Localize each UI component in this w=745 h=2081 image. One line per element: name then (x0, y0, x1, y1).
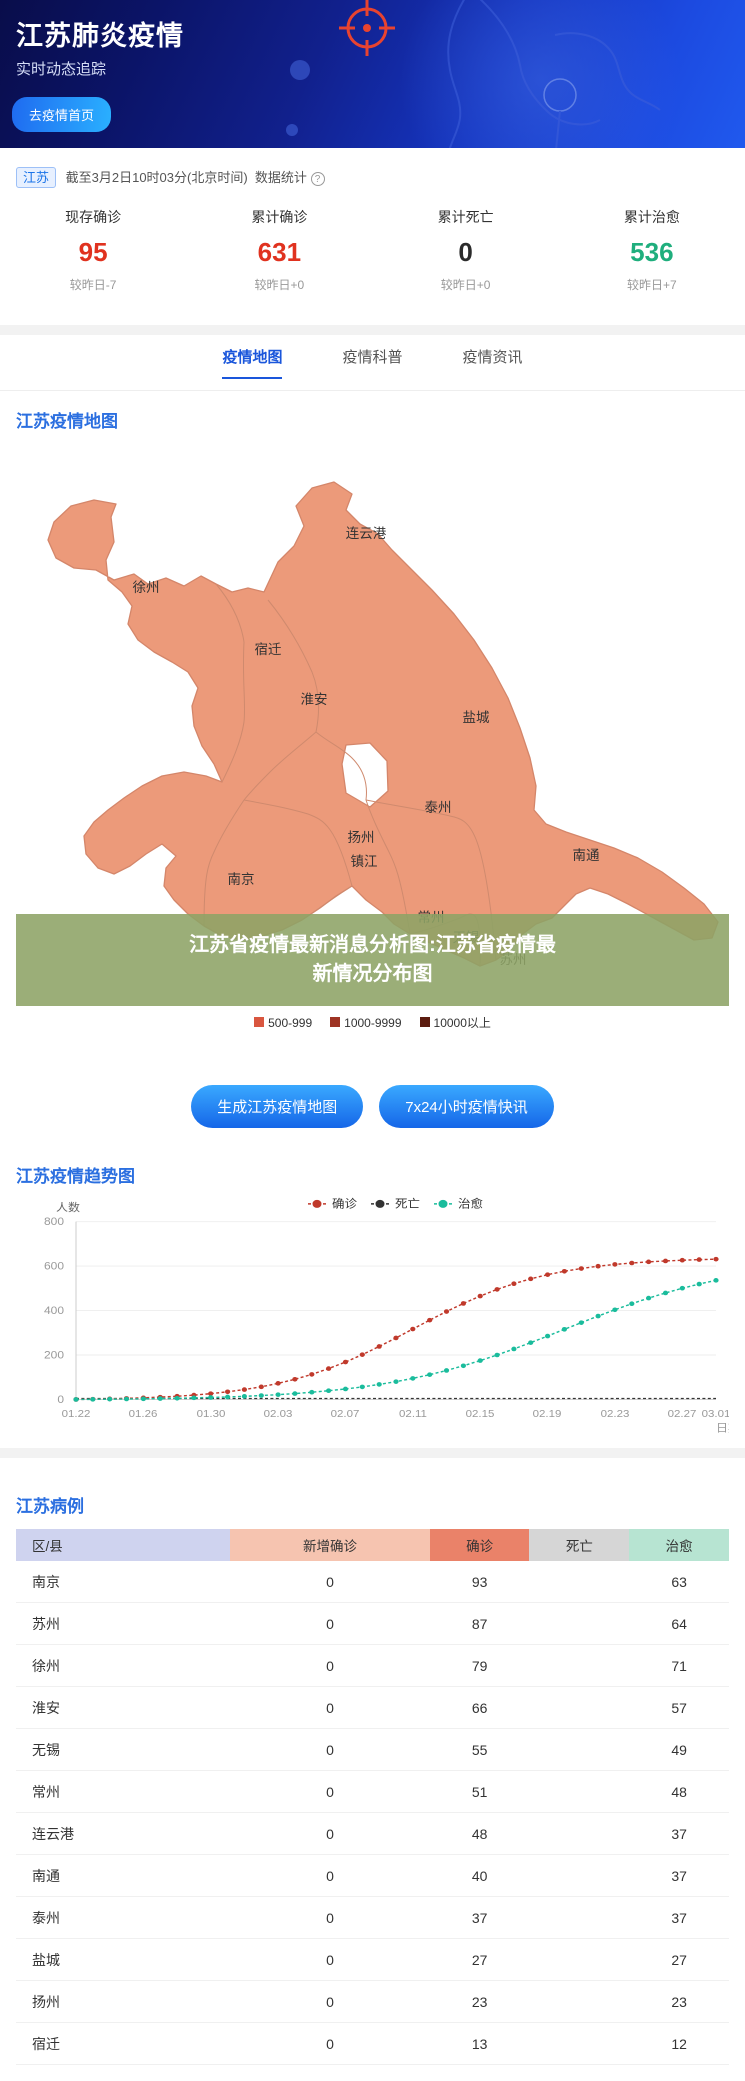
svg-text:400: 400 (44, 1306, 64, 1317)
svg-text:日期: 日期 (716, 1422, 729, 1434)
svg-text:01.26: 01.26 (129, 1409, 158, 1420)
svg-text:泰州: 泰州 (425, 800, 452, 815)
svg-text:死亡: 死亡 (395, 1197, 420, 1210)
svg-text:南通: 南通 (573, 848, 601, 863)
svg-text:02.19: 02.19 (533, 1409, 562, 1420)
svg-text:01.22: 01.22 (62, 1409, 91, 1420)
svg-text:宿迁: 宿迁 (255, 641, 282, 657)
svg-text:800: 800 (44, 1217, 64, 1228)
svg-text:徐州: 徐州 (133, 580, 160, 595)
svg-text:确诊: 确诊 (332, 1197, 357, 1210)
svg-text:02.11: 02.11 (399, 1409, 427, 1420)
svg-text:02.07: 02.07 (331, 1409, 360, 1420)
svg-text:人数: 人数 (56, 1201, 81, 1214)
svg-text:淮安: 淮安 (301, 692, 328, 707)
svg-text:治愈: 治愈 (458, 1197, 483, 1210)
svg-text:03.01: 03.01 (702, 1409, 729, 1420)
svg-text:连云港: 连云港 (346, 526, 387, 541)
svg-text:扬州: 扬州 (348, 830, 375, 845)
svg-text:02.03: 02.03 (264, 1409, 293, 1420)
svg-text:02.15: 02.15 (466, 1409, 495, 1420)
svg-text:600: 600 (44, 1261, 64, 1272)
svg-text:02.27: 02.27 (668, 1409, 697, 1420)
svg-text:镇江: 镇江 (351, 854, 378, 869)
svg-text:盐城: 盐城 (463, 710, 490, 725)
svg-text:南京: 南京 (228, 872, 255, 887)
svg-text:0: 0 (57, 1395, 64, 1406)
svg-text:01.30: 01.30 (197, 1409, 226, 1420)
svg-text:200: 200 (44, 1350, 64, 1361)
svg-text:02.23: 02.23 (601, 1409, 630, 1420)
